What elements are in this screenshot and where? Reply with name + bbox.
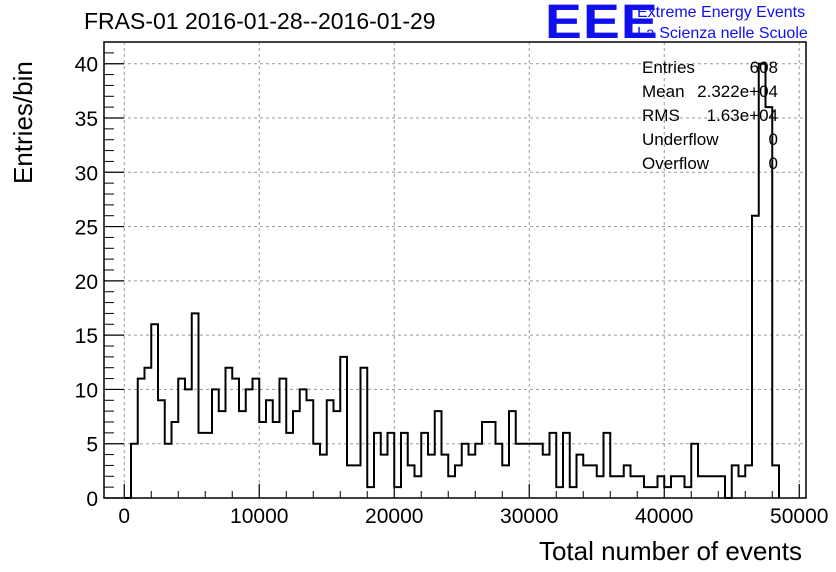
plot-frame (103, 41, 807, 499)
y-tick-label: 0 (86, 488, 98, 511)
x-tick-label: 20000 (365, 505, 423, 528)
y-tick-label: 5 (86, 434, 98, 457)
y-tick-label: 40 (75, 54, 98, 77)
stats-value: 2.322e+04 (697, 82, 778, 101)
y-tick-label: 30 (75, 162, 98, 185)
stats-row-underflow: Underflow 0 (642, 130, 778, 154)
y-tick-label: 25 (75, 217, 98, 240)
stats-key: Overflow (642, 154, 710, 173)
logo-line-1: Extreme Energy Events (637, 4, 806, 21)
x-tick-label: 10000 (230, 505, 288, 528)
stats-row-entries: Entries 608 (642, 58, 778, 82)
y-tick-label: 15 (75, 325, 98, 348)
y-tick-label: 35 (75, 108, 98, 131)
stats-value: 1.63e+04 (706, 106, 778, 125)
y-tick-label: 10 (75, 379, 98, 402)
y-axis-label: Entries/bin (8, 61, 38, 184)
stats-key: Entries (642, 58, 695, 77)
stats-key: Mean (642, 82, 685, 101)
stats-row-overflow: Overflow 0 (642, 154, 778, 178)
x-axis-label: Total number of events (538, 536, 802, 566)
logo-text: Extreme Energy Events La Scienza nelle S… (637, 2, 808, 44)
stats-value: 0 (768, 154, 778, 173)
tick-labels: 0 10000 20000 30000 40000 50000 0 5 10 15 20 25 30 35… (75, 54, 829, 528)
chart-title: FRAS-01 2016-01-28--2016-01-29 (84, 8, 436, 34)
stats-key: Underflow (642, 130, 719, 149)
stats-box: Entries 608 Mean 2.322e+04 RMS 1.63e+04 … (642, 58, 778, 178)
y-tick-label: 20 (75, 271, 98, 294)
stats-row-mean: Mean 2.322e+04 (642, 82, 778, 106)
stats-row-rms: RMS 1.63e+04 (642, 106, 778, 130)
axis-ticks (104, 41, 800, 499)
x-tick-label: 50000 (770, 505, 828, 528)
histogram-line (124, 62, 780, 499)
stats-value: 608 (749, 58, 778, 77)
x-tick-label: 40000 (635, 505, 693, 528)
logo-line-2: La Scienza nelle Scuole (637, 25, 808, 42)
x-tick-label: 0 (118, 505, 130, 528)
eee-logo: EEE (545, 0, 659, 49)
stats-value: 0 (768, 130, 778, 149)
stats-key: RMS (642, 106, 680, 125)
x-tick-label: 30000 (500, 505, 558, 528)
